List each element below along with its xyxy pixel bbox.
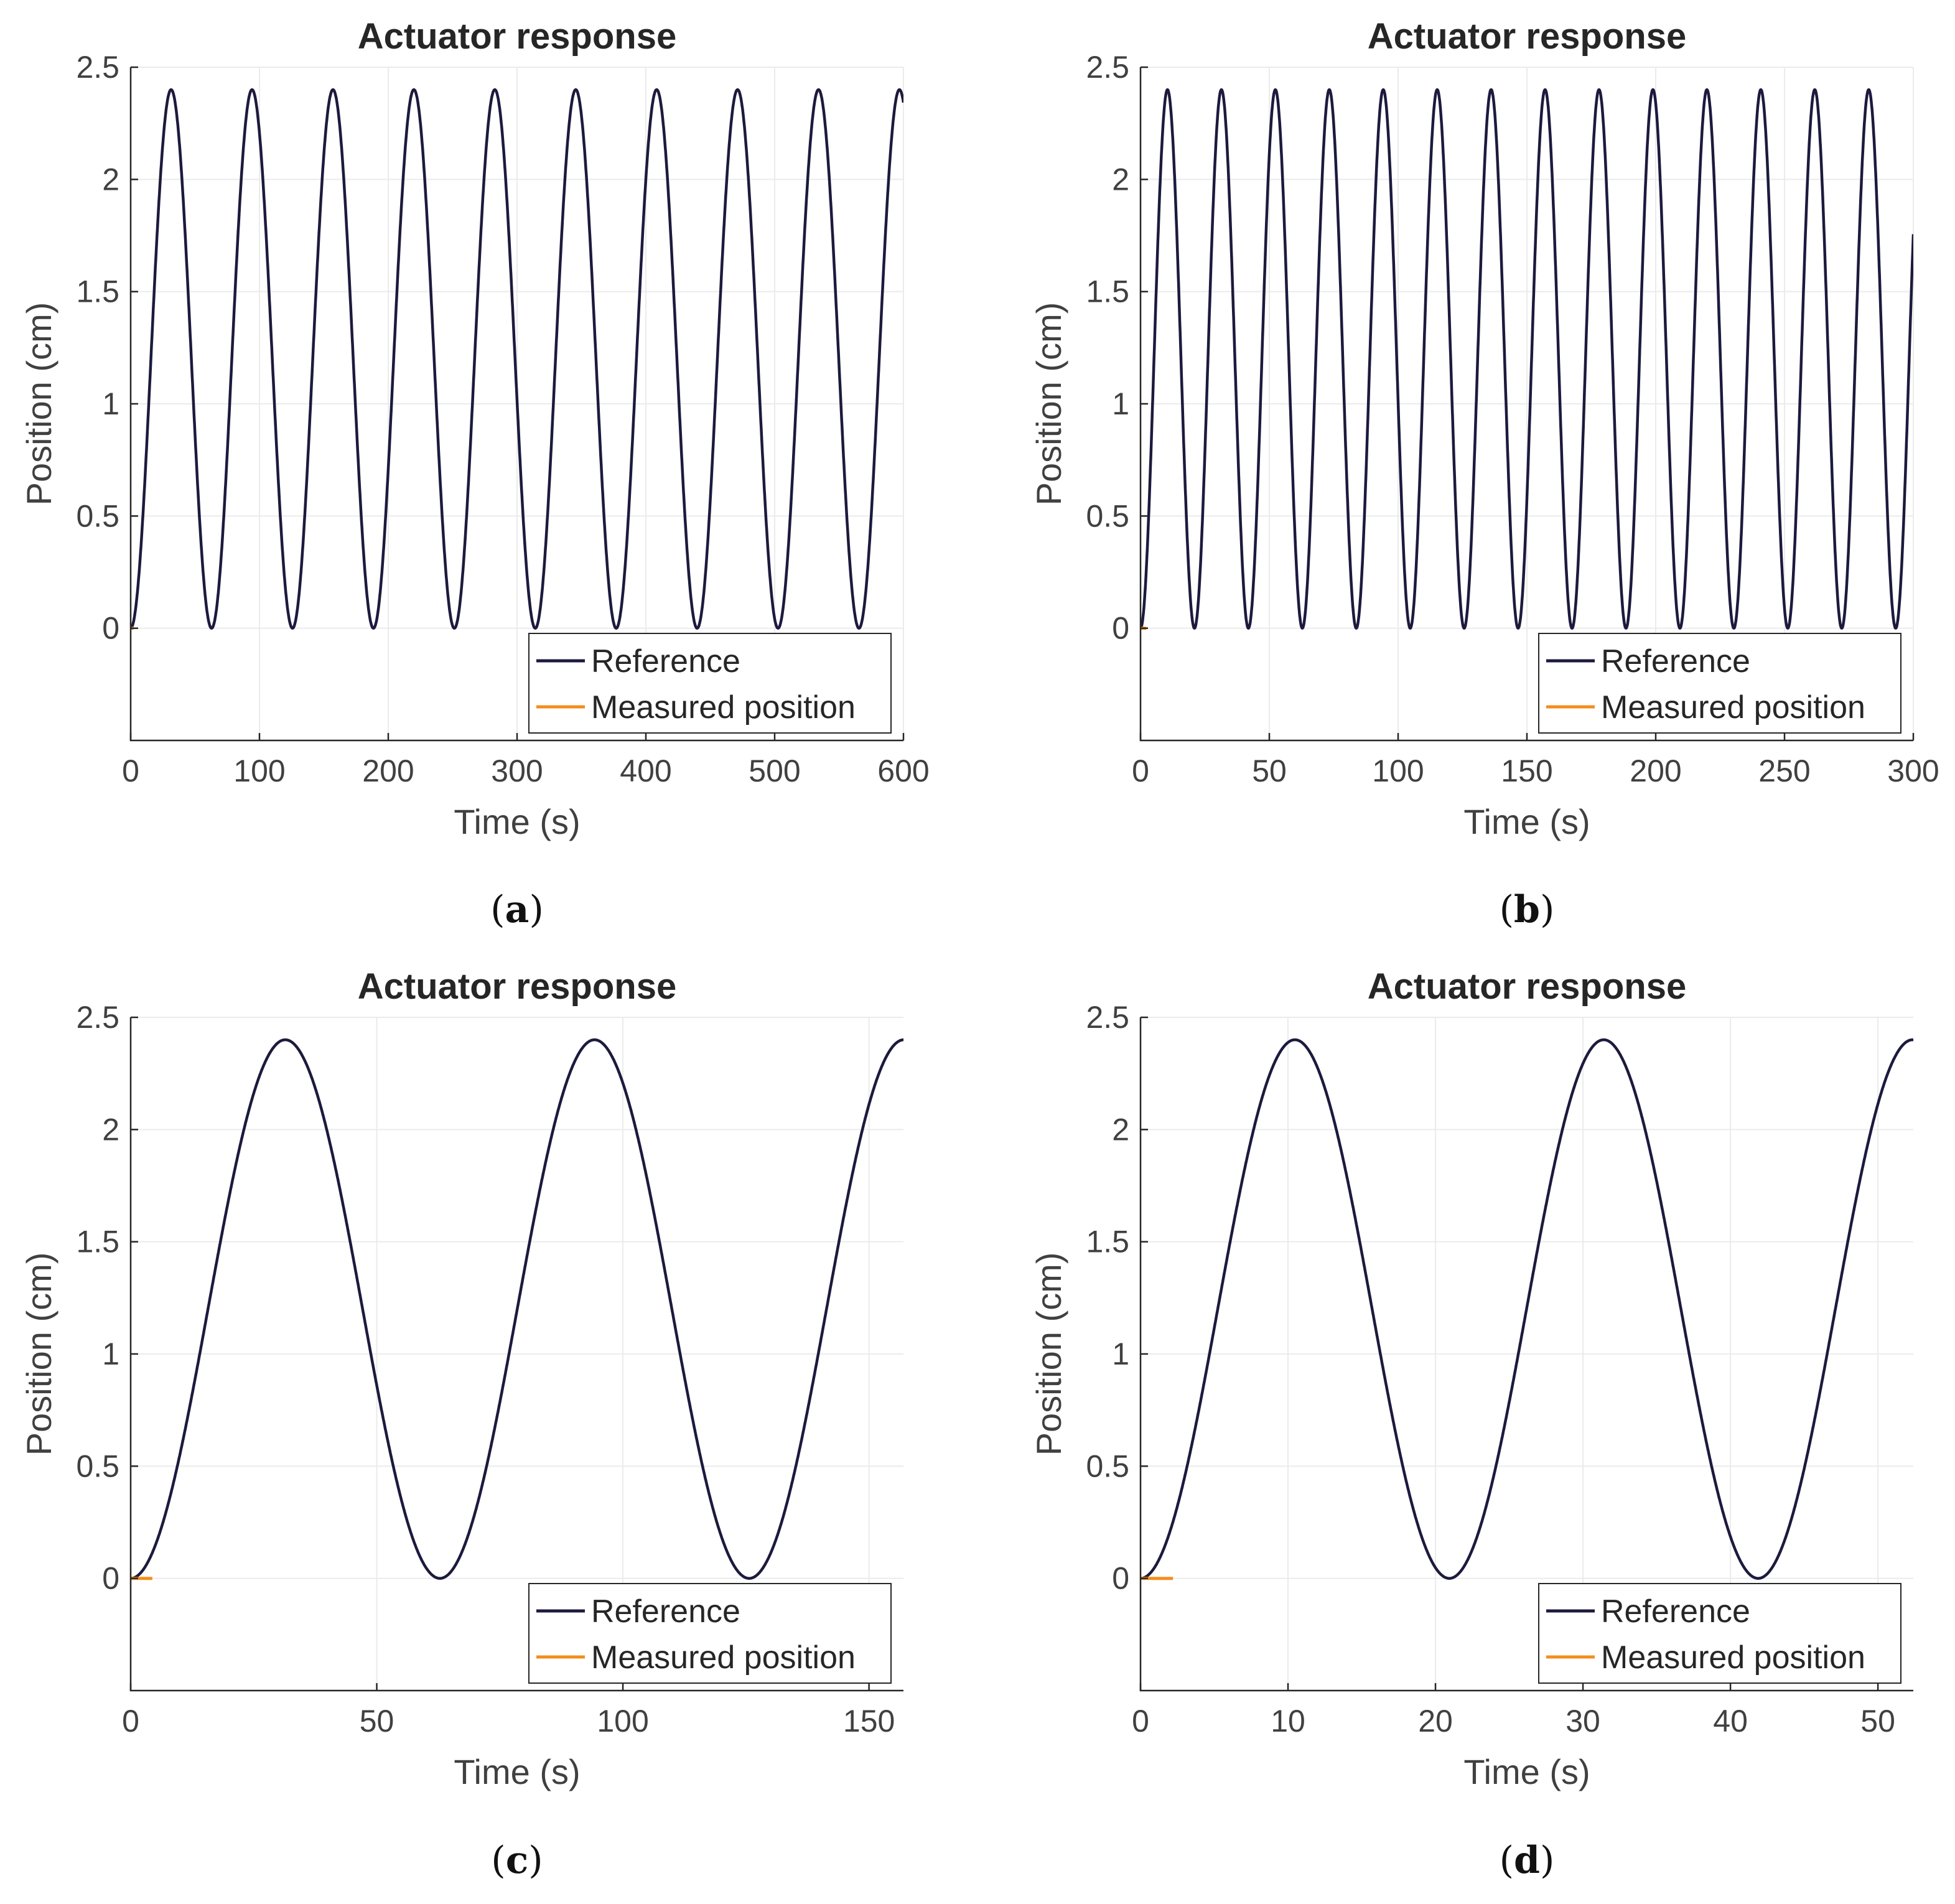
y-axis-label: Position (cm) <box>19 302 58 506</box>
y-tick-label: 2 <box>1112 1112 1129 1147</box>
legend-box <box>528 633 892 734</box>
y-tick-label: 0.5 <box>76 498 119 533</box>
legend-label-measured: Measured position <box>1601 689 1865 726</box>
legend: Reference Measured position <box>1538 633 1901 734</box>
chart-title: Actuator response <box>1368 966 1686 1007</box>
y-tick-label: 0.5 <box>76 1449 119 1483</box>
x-tick-label: 500 <box>749 754 800 788</box>
y-tick-label: 2.5 <box>76 1000 119 1035</box>
x-tick-label: 30 <box>1565 1704 1600 1738</box>
series-reference-line <box>131 88 903 630</box>
y-tick-label: 2 <box>102 162 119 197</box>
y-tick-label: 1.5 <box>76 1225 119 1259</box>
y-tick-label: 1 <box>1112 1337 1129 1371</box>
legend-label-reference: Reference <box>1601 643 1750 679</box>
y-tick-label: 1 <box>102 386 119 421</box>
subfigure-caption: (b) <box>1500 888 1555 931</box>
y-tick-label: 1.5 <box>1086 1225 1129 1259</box>
x-tick-label: 0 <box>122 754 139 788</box>
y-tick-label: 2.5 <box>76 50 119 85</box>
legend-label-reference: Reference <box>591 1594 740 1630</box>
y-axis-label: Position (cm) <box>19 1253 58 1456</box>
y-tick-label: 0 <box>102 611 119 646</box>
series-reference-line <box>1141 88 1913 630</box>
x-tick-label: 100 <box>597 1704 648 1738</box>
subfigure-caption: (c) <box>491 1839 543 1882</box>
chart-panel-a: 0 100 200 300 400 500 600 0 0.5 1 1.5 2 2.5 Actuator … <box>19 16 930 931</box>
y-tick-label: 1.5 <box>1086 274 1129 309</box>
chart-panel-c: 0 50 100 150 0 0.5 1 1.5 2 2.5 Actuator response Ti… <box>19 966 903 1882</box>
x-axis-label: Time (s) <box>1463 802 1590 841</box>
x-tick-label: 200 <box>362 754 414 788</box>
x-axis-label: Time (s) <box>454 802 580 841</box>
y-tick-label: 1 <box>102 1337 119 1371</box>
legend-box <box>1538 633 1901 734</box>
legend: Reference Measured position <box>528 633 892 734</box>
y-tick-label: 0.5 <box>1086 498 1129 533</box>
y-tick-label: 1 <box>1112 386 1129 421</box>
chart-panel-d: 0 10 20 30 40 50 0 0.5 1 1.5 2 2.5 Actuator response… <box>1029 966 1913 1882</box>
subfigure-caption: (d) <box>1500 1839 1555 1882</box>
series-reference-line <box>1141 1038 1913 1580</box>
x-tick-label: 100 <box>1372 754 1424 788</box>
legend: Reference Measured position <box>1538 1583 1901 1684</box>
x-tick-label: 0 <box>122 1704 139 1738</box>
legend-box <box>1538 1583 1901 1684</box>
legend-label-measured: Measured position <box>591 689 856 726</box>
x-tick-label: 100 <box>233 754 285 788</box>
y-tick-label: 0 <box>1112 611 1129 646</box>
plot-area <box>131 1038 903 1580</box>
chart-title: Actuator response <box>358 16 676 57</box>
legend-label-reference: Reference <box>1601 1594 1750 1630</box>
y-tick-label: 2 <box>102 1112 119 1147</box>
legend-label-reference: Reference <box>591 643 740 679</box>
y-tick-label: 0.5 <box>1086 1449 1129 1483</box>
chart-title: Actuator response <box>358 966 676 1007</box>
x-tick-label: 250 <box>1758 754 1810 788</box>
chart-title: Actuator response <box>1368 16 1686 57</box>
x-tick-label: 300 <box>1887 754 1939 788</box>
x-tick-label: 50 <box>1860 1704 1895 1738</box>
x-axis-label: Time (s) <box>1463 1752 1590 1791</box>
x-tick-label: 400 <box>620 754 671 788</box>
y-tick-label: 2.5 <box>1086 50 1129 85</box>
y-tick-label: 0 <box>102 1561 119 1596</box>
x-tick-label: 20 <box>1418 1704 1453 1738</box>
legend-label-measured: Measured position <box>1601 1640 1865 1676</box>
legend-label-measured: Measured position <box>591 1640 856 1676</box>
chart-panel-b: 0 50 100 150 200 250 300 0 0.5 1 1.5 2 2.5 Actuator r… <box>1029 16 1939 931</box>
x-tick-label: 50 <box>1252 754 1287 788</box>
legend: Reference Measured position <box>528 1583 892 1684</box>
plot-area <box>1141 1038 1913 1580</box>
x-tick-label: 150 <box>1501 754 1552 788</box>
legend-box <box>528 1583 892 1684</box>
x-tick-label: 50 <box>360 1704 394 1738</box>
subfigure-caption: (a) <box>490 888 544 931</box>
series-reference-line <box>131 1038 903 1580</box>
x-tick-label: 0 <box>1132 754 1149 788</box>
x-tick-label: 200 <box>1630 754 1681 788</box>
y-tick-label: 2 <box>1112 162 1129 197</box>
x-tick-label: 300 <box>491 754 543 788</box>
y-axis-label: Position (cm) <box>1029 1253 1068 1456</box>
x-tick-label: 10 <box>1271 1704 1305 1738</box>
y-axis-label: Position (cm) <box>1029 302 1068 506</box>
x-tick-label: 600 <box>877 754 929 788</box>
y-tick-label: 0 <box>1112 1561 1129 1596</box>
x-tick-label: 0 <box>1132 1704 1149 1738</box>
x-tick-label: 150 <box>843 1704 895 1738</box>
x-axis-label: Time (s) <box>454 1752 580 1791</box>
y-tick-label: 1.5 <box>76 274 119 309</box>
y-tick-label: 2.5 <box>1086 1000 1129 1035</box>
x-tick-label: 40 <box>1713 1704 1748 1738</box>
